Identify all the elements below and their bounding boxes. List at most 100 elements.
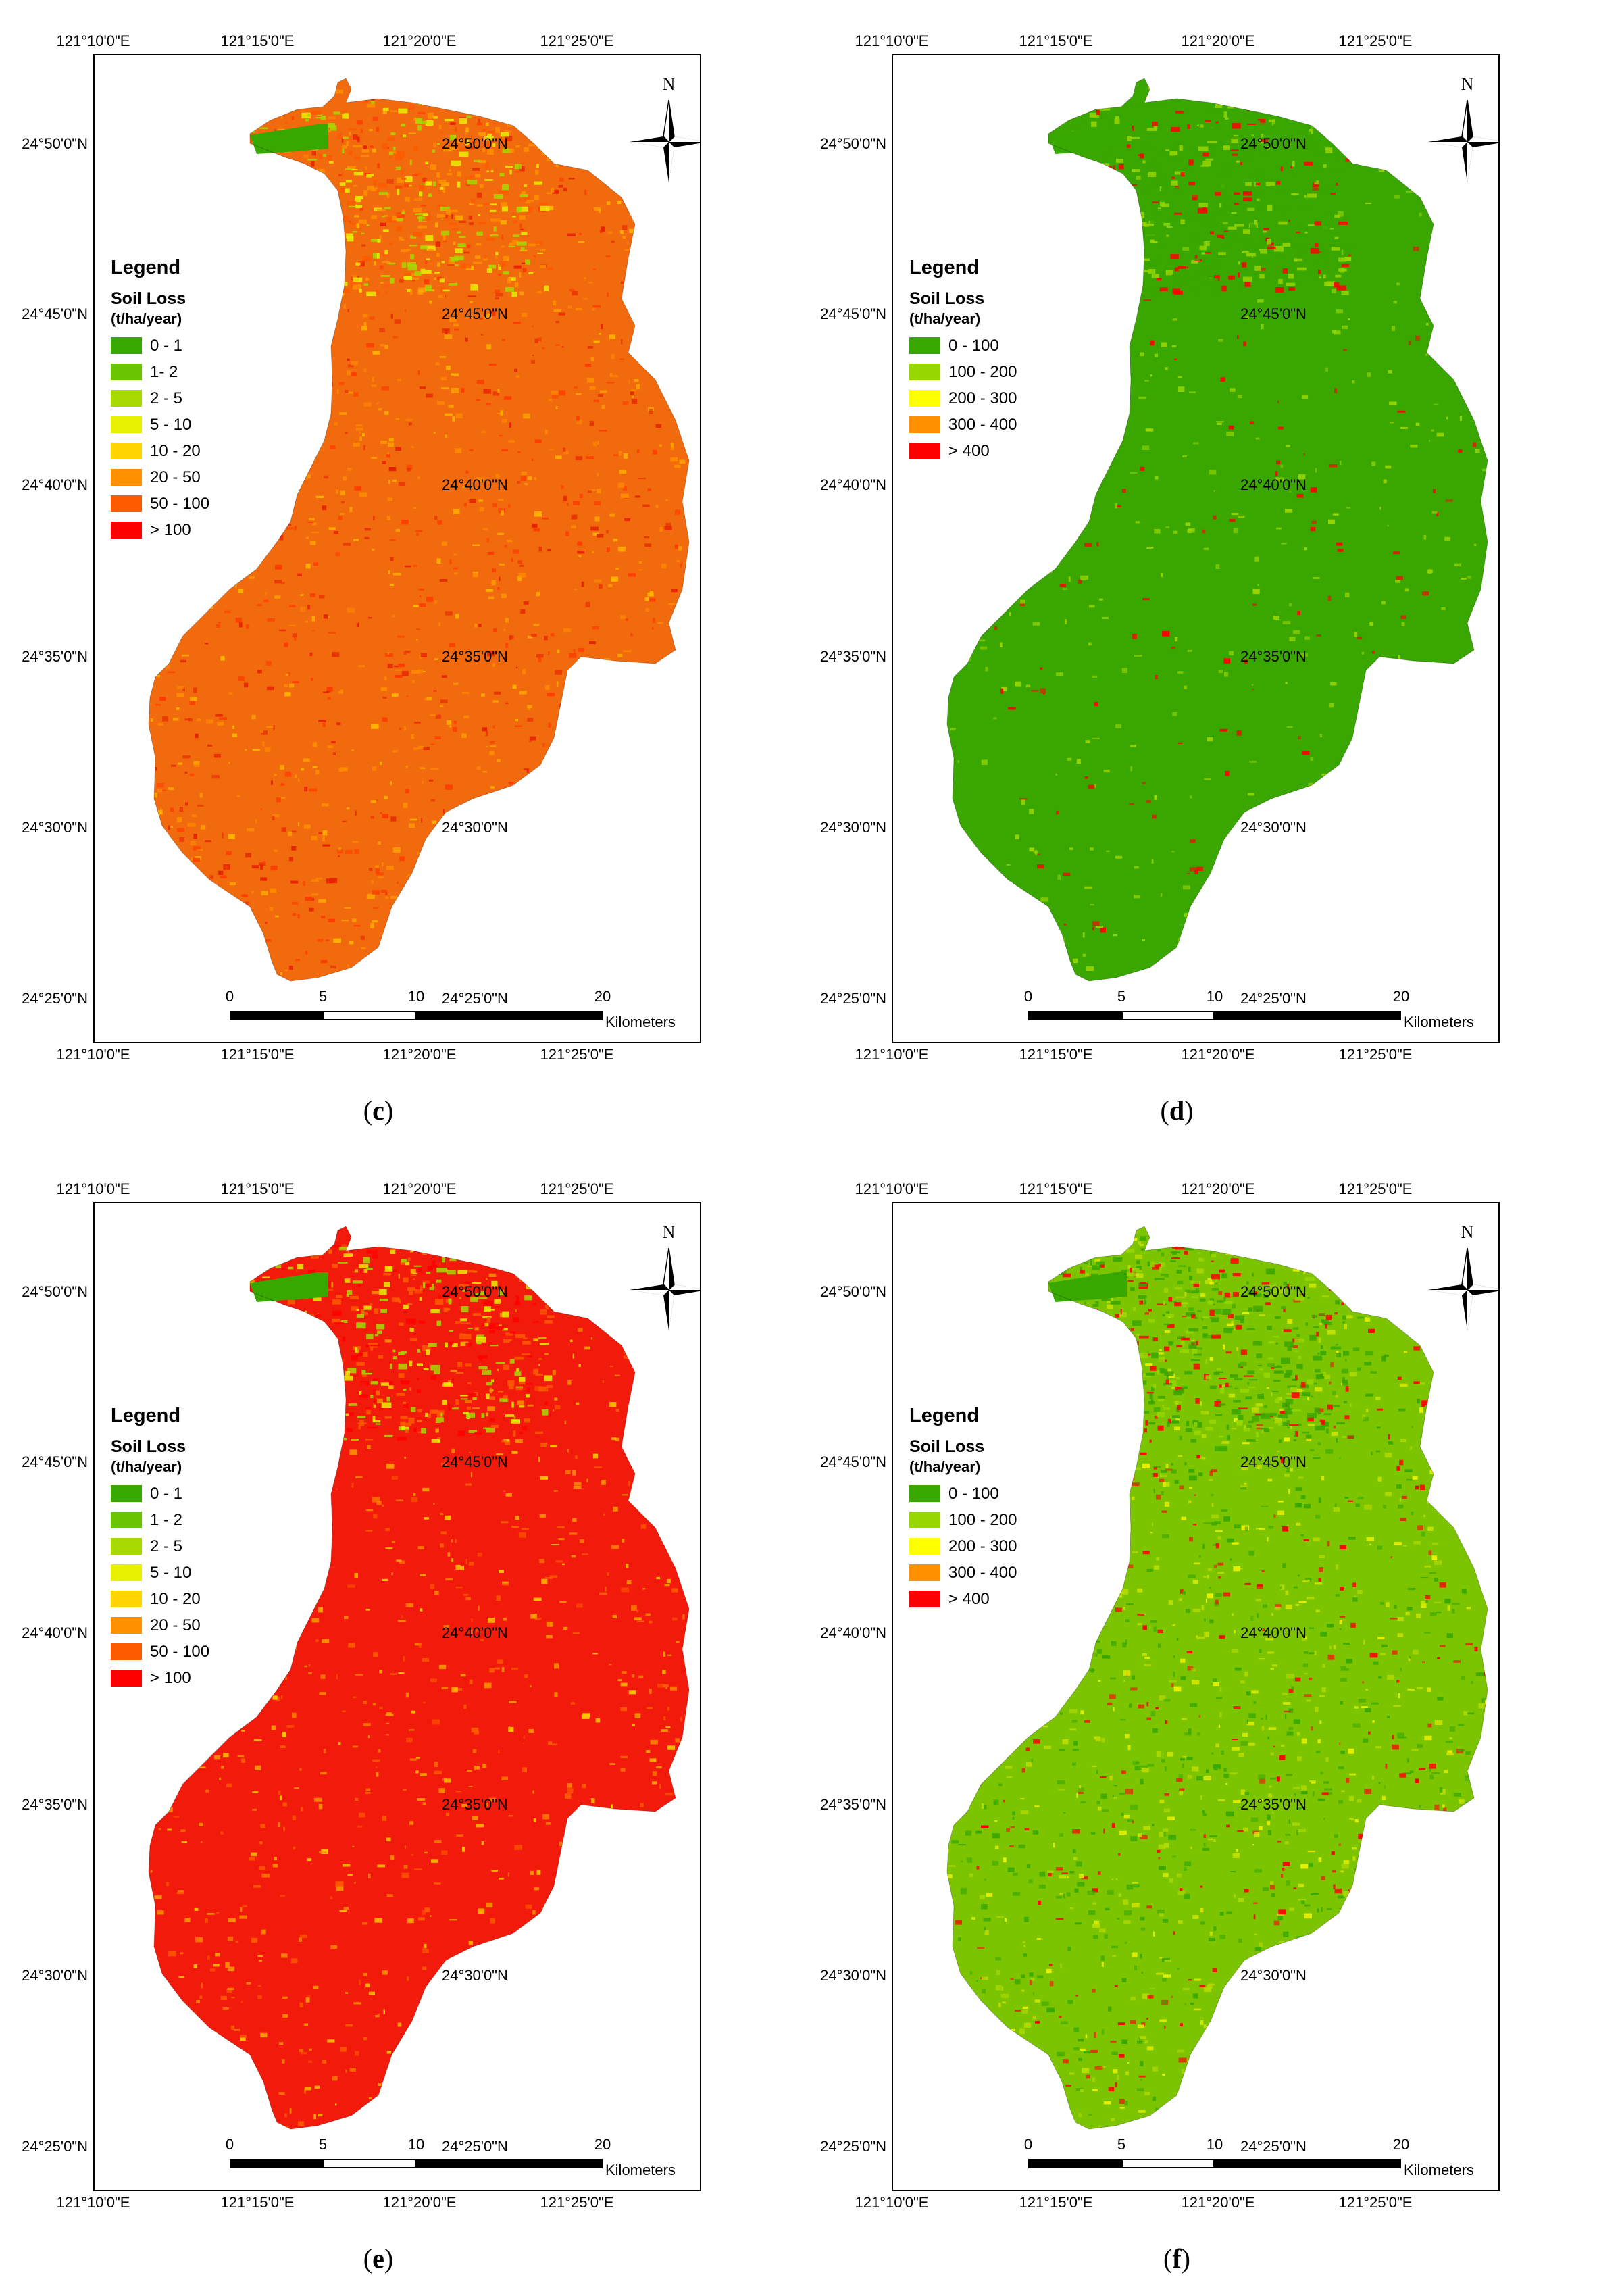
legend-unit: (t/ha/year): [909, 310, 981, 327]
scale-tick-label: 10: [407, 988, 425, 1005]
scale-tick-label: 5: [1117, 988, 1126, 1005]
scale-bar: 0 5 10 20 Kilometers: [1024, 2136, 1488, 2183]
legend-swatch: [111, 443, 142, 459]
legend-swatch: [909, 1591, 940, 1607]
legend-swatch: [909, 364, 940, 380]
legend-swatch: [111, 522, 142, 539]
latitude-label-left: 24°45'0"N: [820, 305, 886, 322]
north-letter: N: [1461, 74, 1474, 94]
scale-bar: 0 5 10 20 Kilometers: [1024, 988, 1488, 1035]
latitude-label-right: 24°45'0"N: [442, 1453, 508, 1470]
legend-item-label: 100 - 200: [948, 362, 1017, 381]
longitude-label-top: 121°25'0"E: [540, 32, 614, 49]
latitude-label-right: 24°50'0"N: [442, 1283, 508, 1300]
map-panel-d: Legend Soil Loss (t/ha/year) 0 - 100 100 - 2…: [798, 0, 1597, 1148]
legend-swatch: [111, 1485, 142, 1502]
legend-item: 300 - 400: [909, 1559, 1017, 1586]
legend-item: 200 - 300: [909, 1533, 1017, 1559]
legend-swatch: [111, 1591, 142, 1607]
longitude-label-top: 121°10'0"E: [855, 1180, 929, 1197]
caption-letter: c: [372, 1095, 384, 1126]
longitude-label-top: 121°10'0"E: [56, 1180, 130, 1197]
latitude-label-left: 24°30'0"N: [820, 819, 886, 836]
legend-item-label: 5 - 10: [150, 415, 192, 434]
legend-item: 1- 2: [111, 359, 209, 385]
panel-caption: (f): [1163, 2243, 1190, 2274]
scale-segment: [1121, 1011, 1215, 1020]
caption-open: (: [363, 1095, 373, 1126]
longitude-label-bottom: 121°20'0"E: [1181, 1046, 1255, 1063]
legend-title: Legend: [909, 257, 980, 278]
reservoir-area: [250, 1272, 328, 1302]
legend-item-label: 2 - 5: [150, 389, 183, 407]
watershed-boundary: [946, 1226, 1488, 2130]
compass-rose-icon: [1428, 99, 1498, 182]
soil-loss-map: [946, 1226, 1488, 2130]
latitude-label-right: 24°50'0"N: [1240, 1283, 1307, 1300]
scale-tick-label: 0: [225, 988, 234, 1005]
scale-segment: [416, 1011, 603, 1020]
legend-item: 10 - 20: [111, 1586, 209, 1612]
north-arrow: N: [1427, 74, 1498, 182]
legend-item: 5 - 10: [111, 1559, 209, 1586]
legend-swatch: [111, 416, 142, 433]
longitude-label-top: 121°20'0"E: [1181, 32, 1255, 49]
legend-item: 20 - 50: [111, 464, 209, 491]
legend-item-label: 300 - 400: [948, 415, 1017, 434]
legend-swatch: [909, 337, 940, 354]
legend-item: 100 - 200: [909, 1507, 1017, 1533]
longitude-label-top: 121°10'0"E: [56, 32, 130, 49]
latitude-label-right: 24°50'0"N: [1240, 135, 1307, 152]
scale-tick-label: 20: [1392, 2136, 1410, 2153]
scale-segment: [1028, 1011, 1121, 1020]
compass-rose-icon: [630, 99, 700, 182]
latitude-label-right: 24°45'0"N: [1240, 1453, 1307, 1470]
soil-loss-map: [148, 78, 690, 982]
legend-title: Legend: [111, 257, 181, 278]
north-letter: N: [662, 74, 676, 94]
caption-open: (: [1160, 1095, 1169, 1126]
latitude-label-right: 24°35'0"N: [442, 1796, 508, 1813]
latitude-label-right: 24°45'0"N: [1240, 305, 1307, 322]
legend-swatch: [111, 1512, 142, 1528]
watershed-raster: [947, 1226, 1488, 2129]
watershed-boundary: [148, 78, 690, 982]
latitude-label-left: 24°35'0"N: [820, 648, 886, 665]
legend-unit: (t/ha/year): [909, 1458, 981, 1475]
scale-segment: [230, 2159, 323, 2168]
legend-item: 10 - 20: [111, 438, 209, 464]
legend-item-label: 200 - 300: [948, 1537, 1017, 1555]
legend-swatch: [909, 416, 940, 433]
north-arrow: N: [628, 1222, 700, 1330]
legend-swatch: [909, 1538, 940, 1555]
legend-item-label: 50 - 100: [150, 1642, 210, 1661]
latitude-label-left: 24°35'0"N: [22, 1796, 88, 1813]
longitude-label-bottom: 121°10'0"E: [56, 2194, 130, 2211]
legend-subtitle: Soil Loss: [111, 1437, 186, 1456]
latitude-label-right: 24°35'0"N: [1240, 1796, 1307, 1813]
caption-close: ): [1184, 1095, 1194, 1126]
scale-segment: [1215, 1011, 1401, 1020]
legend-item-label: > 400: [948, 441, 990, 460]
latitude-label-right: 24°30'0"N: [1240, 1967, 1307, 1984]
scale-bar: 0 5 10 20 Kilometers: [226, 988, 689, 1035]
legend-swatch: [909, 1485, 940, 1502]
legend-item: 0 - 1: [111, 1480, 209, 1507]
longitude-label-bottom: 121°15'0"E: [220, 2194, 295, 2211]
legend-item-label: 20 - 50: [150, 468, 201, 486]
legend-item-label: 200 - 300: [948, 389, 1017, 407]
legend-swatch: [111, 364, 142, 380]
legend-item: 100 - 200: [909, 359, 1017, 385]
scale-tick-label: 20: [594, 988, 611, 1005]
longitude-label-bottom: 121°15'0"E: [220, 1046, 295, 1063]
legend-item: > 400: [909, 1586, 1017, 1612]
latitude-label-right: 24°30'0"N: [1240, 819, 1307, 836]
north-arrow: N: [628, 74, 700, 182]
legend-item: 0 - 100: [909, 332, 1017, 359]
map-legend: Legend Soil Loss (t/ha/year) 0 - 1 1 - 2 2 - …: [111, 1405, 209, 1691]
legend-item-label: 10 - 20: [150, 441, 201, 460]
scale-tick-label: 0: [1023, 2136, 1033, 2153]
legend-item: > 100: [111, 1665, 209, 1691]
legend-swatch: [909, 1564, 940, 1581]
legend-item-label: 2 - 5: [150, 1537, 183, 1555]
